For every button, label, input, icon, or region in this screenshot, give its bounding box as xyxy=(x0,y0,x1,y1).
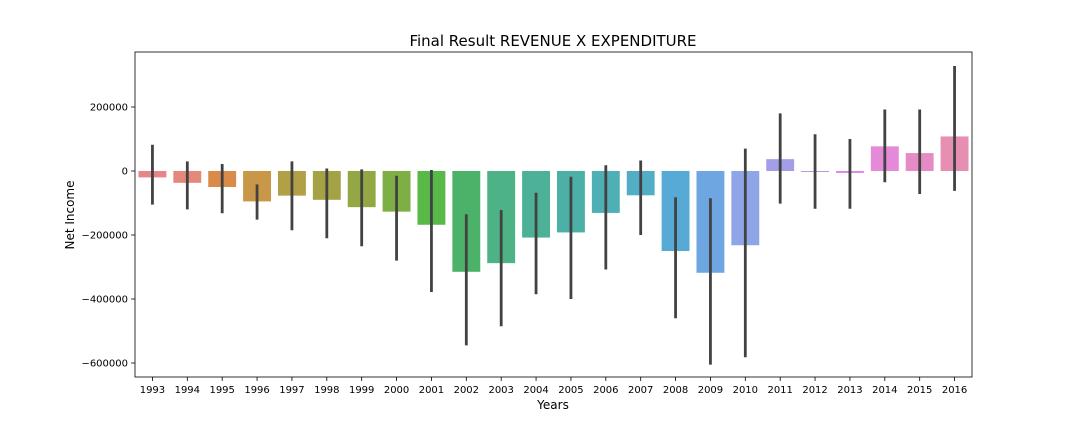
chart-marks xyxy=(138,136,969,273)
x-tick-label: 2013 xyxy=(837,385,862,396)
x-tick-label: 1997 xyxy=(279,385,304,396)
x-tick-label: 1994 xyxy=(175,385,200,396)
x-tick-label: 2001 xyxy=(419,385,444,396)
x-tick-label: 2011 xyxy=(767,385,792,396)
y-axis: 200000 0 −200000 −400000 −600000 xyxy=(81,103,135,370)
y-tick-label: 200000 xyxy=(90,103,128,114)
x-tick-label: 2004 xyxy=(523,385,548,396)
x-tick-label: 1999 xyxy=(349,385,374,396)
x-tick-label: 2014 xyxy=(872,385,897,396)
x-tick-label: 2002 xyxy=(454,385,479,396)
x-tick-label: 2003 xyxy=(488,385,513,396)
error-bars xyxy=(151,66,956,365)
x-tick-label: 2005 xyxy=(558,385,583,396)
x-tick-label: 1993 xyxy=(140,385,165,396)
y-tick-label: −600000 xyxy=(81,359,128,370)
x-tick-label: 2012 xyxy=(802,385,827,396)
x-axis: 1993 1994 1995 1996 1997 1998 1999 2000 2001 2002… xyxy=(140,377,967,396)
y-axis-label: Net Income xyxy=(63,180,77,249)
x-tick-label: 2009 xyxy=(698,385,723,396)
y-tick-label: 0 xyxy=(122,167,128,178)
y-tick-label: −400000 xyxy=(81,295,128,306)
plot-frame xyxy=(134,51,973,378)
x-tick-label: 2006 xyxy=(593,385,618,396)
x-tick-label: 2010 xyxy=(733,385,758,396)
x-tick-label: 2015 xyxy=(907,385,932,396)
x-tick-label: 2008 xyxy=(663,385,688,396)
x-tick-label: 2000 xyxy=(384,385,409,396)
y-tick-label: −200000 xyxy=(81,231,128,242)
x-tick-label: 1996 xyxy=(244,385,269,396)
x-tick-label: 1998 xyxy=(314,385,339,396)
chart-title: Final Result REVENUE X EXPENDITURE xyxy=(409,32,696,50)
x-tick-label: 2007 xyxy=(628,385,653,396)
x-tick-label: 2016 xyxy=(942,385,967,396)
x-tick-label: 1995 xyxy=(209,385,234,396)
x-axis-label: Years xyxy=(536,398,569,412)
